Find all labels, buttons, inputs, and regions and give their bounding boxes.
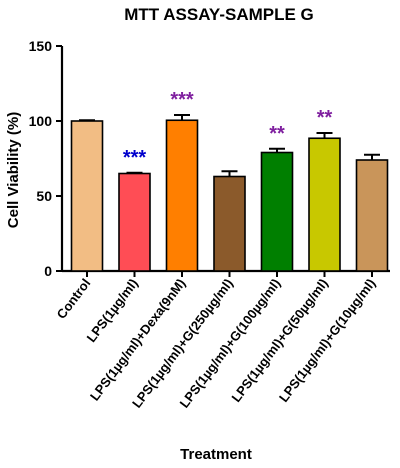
bar xyxy=(355,159,389,272)
bar xyxy=(213,175,246,272)
y-axis-label: Cell Viability (%) xyxy=(5,112,22,228)
category-label: Control xyxy=(54,276,94,322)
significance-label: *** xyxy=(170,89,194,111)
significance-label: *** xyxy=(123,147,147,169)
bar xyxy=(70,120,104,272)
significance-label: ** xyxy=(317,107,333,129)
x-axis-label: Treatment xyxy=(180,446,252,463)
axes: 0 50 100 150 xyxy=(29,38,390,279)
y-tick-label: 0 xyxy=(44,263,52,279)
category-label: LPS(1µg/ml)+G(50µg/ml) xyxy=(228,276,331,405)
chart-title: MTT ASSAY-SAMPLE G xyxy=(124,5,314,24)
bar xyxy=(308,137,341,272)
y-tick-label: 50 xyxy=(36,188,52,204)
y-tick-label: 150 xyxy=(29,38,53,54)
bar xyxy=(118,172,151,272)
category-label: LPS(1µg/ml)+G(10µg/ml) xyxy=(276,276,379,405)
bar xyxy=(165,119,199,272)
y-tick-label: 100 xyxy=(29,113,53,129)
bars-group xyxy=(70,114,389,272)
significance-label: ** xyxy=(269,123,285,145)
category-label: LPS(1µg/ml)+Dexa(9nM) xyxy=(87,276,188,404)
bar xyxy=(260,151,294,272)
